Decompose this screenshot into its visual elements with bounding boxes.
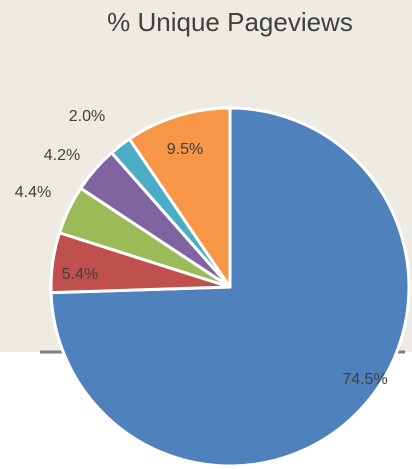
data-label: 5.4% xyxy=(62,266,98,283)
data-label: 9.5% xyxy=(167,141,203,158)
pie-slice xyxy=(127,106,232,289)
data-label: 74.5% xyxy=(342,371,387,388)
data-label: 4.2% xyxy=(44,147,80,164)
chart-title: % Unique Pageviews xyxy=(107,7,353,37)
data-label: 2.0% xyxy=(69,108,105,125)
data-label: 4.4% xyxy=(15,184,51,201)
